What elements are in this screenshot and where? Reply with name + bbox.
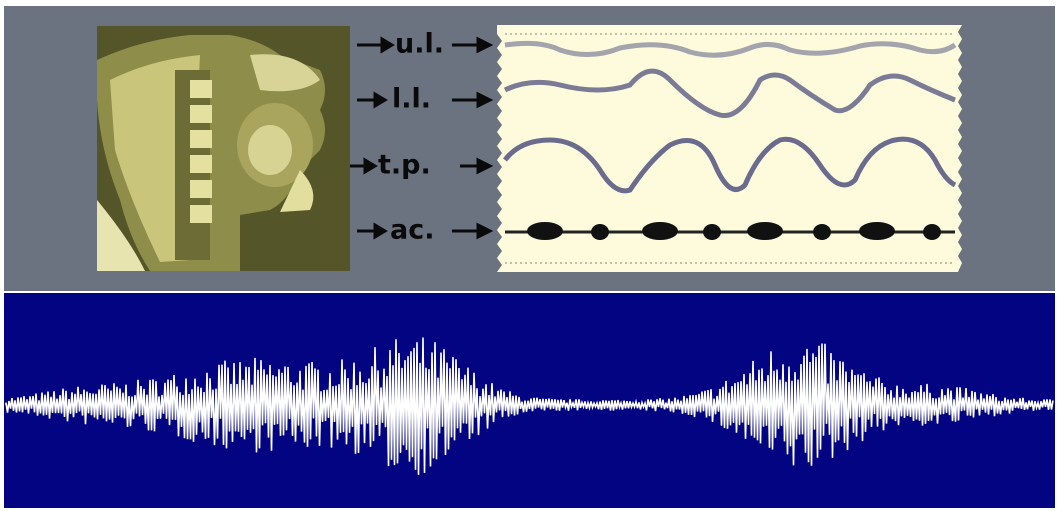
trace-label: t.p. [378, 150, 431, 181]
figure: u.l. l.l. t.p. ac. [0, 0, 1057, 511]
trace-label: u.l. [395, 29, 444, 60]
trace-label: ac. [390, 215, 434, 246]
trace-label: l.l. [392, 84, 431, 115]
mri-image [97, 26, 350, 271]
trace-panel [497, 25, 962, 272]
